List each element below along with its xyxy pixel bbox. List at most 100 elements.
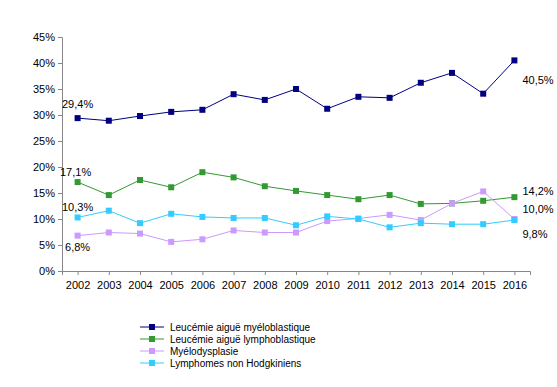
series-marker — [137, 220, 143, 226]
legend-item: Myélodysplasie — [140, 346, 239, 357]
series-marker — [293, 188, 299, 194]
x-tick: 2008 — [253, 271, 277, 291]
series-marker — [168, 239, 174, 245]
series-marker — [199, 214, 205, 220]
legend-item: Lymphomes non Hodgkiniens — [140, 358, 301, 369]
x-tick-mark — [358, 271, 359, 275]
series-marker — [168, 184, 174, 190]
x-tick: 2006 — [191, 271, 215, 291]
y-tick-label: 25% — [33, 135, 55, 147]
x-tick-mark — [78, 271, 79, 275]
x-tick-label: 2002 — [66, 279, 90, 291]
y-tick: 5% — [39, 239, 62, 251]
series-marker — [355, 94, 361, 100]
y-tick-mark — [58, 193, 62, 194]
plot-marks — [75, 57, 518, 244]
x-tick-mark — [483, 271, 484, 275]
x-axis-line — [63, 272, 531, 276]
series-marker — [480, 221, 486, 227]
x-tick-label: 2010 — [315, 279, 339, 291]
x-tick-mark — [109, 271, 110, 275]
x-tick: 2011 — [347, 271, 371, 291]
series-marker — [418, 80, 424, 86]
x-tick-mark — [390, 271, 391, 275]
series-line — [78, 60, 515, 120]
legend-label: Myélodysplasie — [170, 346, 239, 357]
x-tick-label: 2008 — [253, 279, 277, 291]
y-tick-mark — [58, 271, 62, 272]
series-marker — [387, 192, 393, 198]
x-tick: 2016 — [503, 271, 527, 291]
series-marker — [418, 201, 424, 207]
y-tick-mark — [58, 63, 62, 64]
series-marker — [355, 216, 361, 222]
series-marker — [231, 91, 237, 97]
y-tick: 35% — [33, 83, 62, 95]
x-tick: 2009 — [284, 271, 308, 291]
series-marker — [199, 169, 205, 175]
series-marker — [293, 230, 299, 236]
x-tick-mark — [234, 271, 235, 275]
y-tick-mark — [58, 115, 62, 116]
series-marker — [137, 113, 143, 119]
series-marker — [168, 211, 174, 217]
x-tick: 2013 — [409, 271, 433, 291]
x-tick: 2015 — [471, 271, 495, 291]
series-marker — [75, 214, 81, 220]
data-labels: 29,4%40,5%17,1%14,2%6,8%10,0%10,3%9,8% — [60, 74, 554, 252]
x-tick: 2002 — [66, 271, 90, 291]
series-marker — [75, 115, 81, 121]
y-tick-label: 40% — [33, 57, 55, 69]
y-tick: 15% — [33, 187, 62, 199]
x-tick-mark — [421, 271, 422, 275]
series-marker — [137, 177, 143, 183]
y-tick: 0% — [39, 265, 62, 277]
data-label: 10,0% — [522, 203, 553, 215]
series-marker — [449, 200, 455, 206]
data-label: 29,4% — [62, 98, 93, 110]
series-marker — [355, 196, 361, 202]
series-marker — [75, 179, 81, 185]
series-marker — [449, 221, 455, 227]
x-tick-label: 2015 — [471, 279, 495, 291]
x-tick: 2003 — [97, 271, 121, 291]
y-tick-mark — [58, 141, 62, 142]
x-tick-mark — [202, 271, 203, 275]
y-tick-mark — [58, 245, 62, 246]
series-marker — [231, 174, 237, 180]
y-tick-label: 10% — [33, 213, 55, 225]
series-marker — [324, 106, 330, 112]
legend-marker — [149, 324, 155, 330]
x-tick-mark — [265, 271, 266, 275]
legend-label: Leucémie aiguë myéloblastique — [170, 322, 311, 333]
x-tick: 2005 — [159, 271, 183, 291]
series-marker — [168, 109, 174, 115]
series-marker — [480, 91, 486, 97]
x-tick: 2012 — [378, 271, 402, 291]
legend-item: Leucémie aiguë lymphoblastique — [140, 334, 316, 345]
y-tick-label: 0% — [39, 265, 55, 277]
series-marker — [137, 231, 143, 237]
y-tick-mark — [58, 37, 62, 38]
data-label: 6,8% — [65, 241, 90, 253]
x-axis: 2002 2003 2004 2005 2006 2007 2008 2009 2010 2011… — [63, 271, 531, 291]
series-marker — [511, 194, 517, 200]
y-tick-mark — [58, 89, 62, 90]
series-marker — [511, 57, 517, 63]
x-tick: 2014 — [440, 271, 464, 291]
y-tick: 30% — [33, 109, 62, 121]
series-marker — [106, 208, 112, 214]
x-tick-label: 2004 — [128, 279, 152, 291]
y-tick: 40% — [33, 57, 62, 69]
y-tick-label: 35% — [33, 83, 55, 95]
y-tick-label: 15% — [33, 187, 55, 199]
y-tick: 20% — [33, 161, 62, 173]
x-tick-label: 2009 — [284, 279, 308, 291]
y-tick-label: 20% — [33, 161, 55, 173]
series-marker — [293, 86, 299, 92]
x-tick-mark — [140, 271, 141, 275]
legend: Leucémie aiguë myéloblastiqueLeucémie ai… — [140, 322, 316, 369]
x-tick: 2010 — [315, 271, 339, 291]
y-tick-label: 5% — [39, 239, 55, 251]
x-tick: 2007 — [222, 271, 246, 291]
